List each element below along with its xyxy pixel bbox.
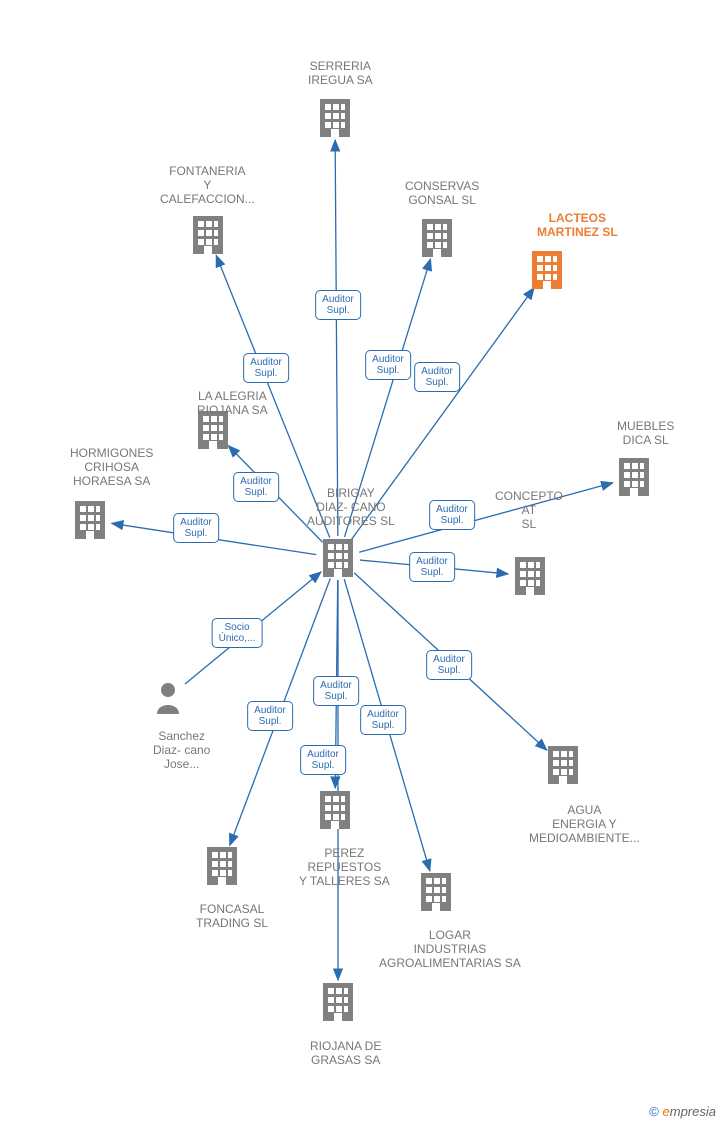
company-node-birigay[interactable]	[321, 539, 355, 582]
edge-birigay-muebles	[359, 483, 613, 552]
edge-label-birigay-hormigones: Auditor Supl.	[173, 513, 219, 543]
edge-label-birigay-riojana: Auditor Supl.	[313, 676, 359, 706]
edge-label-birigay-agua: Auditor Supl.	[426, 650, 472, 680]
node-label-agua: AGUA ENERGIA Y MEDIOAMBIENTE...	[529, 804, 640, 845]
edge-label-birigay-foncasal: Auditor Supl.	[247, 701, 293, 731]
graph-canvas	[0, 0, 728, 1125]
edge-label-birigay-concepto: Auditor Supl.	[409, 552, 455, 582]
person-node-sanchez[interactable]	[155, 682, 181, 719]
company-node-foncasal[interactable]	[205, 847, 239, 890]
edge-label-birigay-muebles: Auditor Supl.	[429, 500, 475, 530]
node-label-perez: PEREZ REPUESTOS Y TALLERES SA	[299, 847, 390, 888]
company-node-hormigones[interactable]	[73, 501, 107, 544]
footer-credit: © empresia	[649, 1104, 716, 1119]
edge-label-sanchez-birigay: Socio Único,...	[212, 618, 263, 648]
node-label-sanchez: Sanchez Diaz- cano Jose...	[153, 730, 210, 771]
node-label-foncasal: FONCASAL TRADING SL	[196, 903, 268, 931]
company-node-riojana[interactable]	[321, 983, 355, 1026]
node-label-serreria: SERRERIA IREGUA SA	[308, 60, 373, 88]
node-label-conservas: CONSERVAS GONSAL SL	[405, 180, 479, 208]
brand-e: e	[663, 1104, 670, 1119]
node-label-hormigones: HORMIGONES CRIHOSA HORAESA SA	[70, 447, 153, 488]
node-label-concepto: CONCEPTO AT SL	[495, 490, 563, 531]
edge-label-birigay-fontaneria: Auditor Supl.	[243, 353, 289, 383]
edge-birigay-serreria	[335, 140, 338, 536]
edge-label-birigay-conservas: Auditor Supl.	[365, 350, 411, 380]
edge-label-birigay-logar: Auditor Supl.	[360, 705, 406, 735]
node-label-birigay: BIRIGAY DIAZ- CANO AUDITORES SL	[307, 487, 395, 528]
copyright-symbol: ©	[649, 1104, 659, 1119]
node-label-alegria: LA ALEGRIA RIOJANA SA	[197, 390, 268, 418]
node-label-muebles: MUEBLES DICA SL	[617, 420, 674, 448]
company-node-fontaneria[interactable]	[191, 216, 225, 259]
company-node-conservas[interactable]	[420, 219, 454, 262]
node-label-riojana: RIOJANA DE GRASAS SA	[310, 1040, 381, 1068]
node-label-logar: LOGAR INDUSTRIAS AGROALIMENTARIAS SA	[379, 929, 521, 970]
edge-label-birigay-lacteos: Auditor Supl.	[414, 362, 460, 392]
edge-label-birigay-serreria: Auditor Supl.	[315, 290, 361, 320]
edge-label-birigay-alegria: Auditor Supl.	[233, 472, 279, 502]
node-label-fontaneria: FONTANERIA Y CALEFACCION...	[160, 165, 255, 206]
company-node-concepto[interactable]	[513, 557, 547, 600]
company-node-agua[interactable]	[546, 746, 580, 789]
edge-label-birigay-perez: Auditor Supl.	[300, 745, 346, 775]
company-node-serreria[interactable]	[318, 99, 352, 142]
company-node-muebles[interactable]	[617, 458, 651, 501]
company-node-logar[interactable]	[419, 873, 453, 916]
brand-rest: mpresia	[670, 1104, 716, 1119]
company-node-perez[interactable]	[318, 791, 352, 834]
node-label-lacteos: LACTEOS MARTINEZ SL	[537, 212, 618, 240]
company-node-lacteos[interactable]	[530, 251, 564, 294]
